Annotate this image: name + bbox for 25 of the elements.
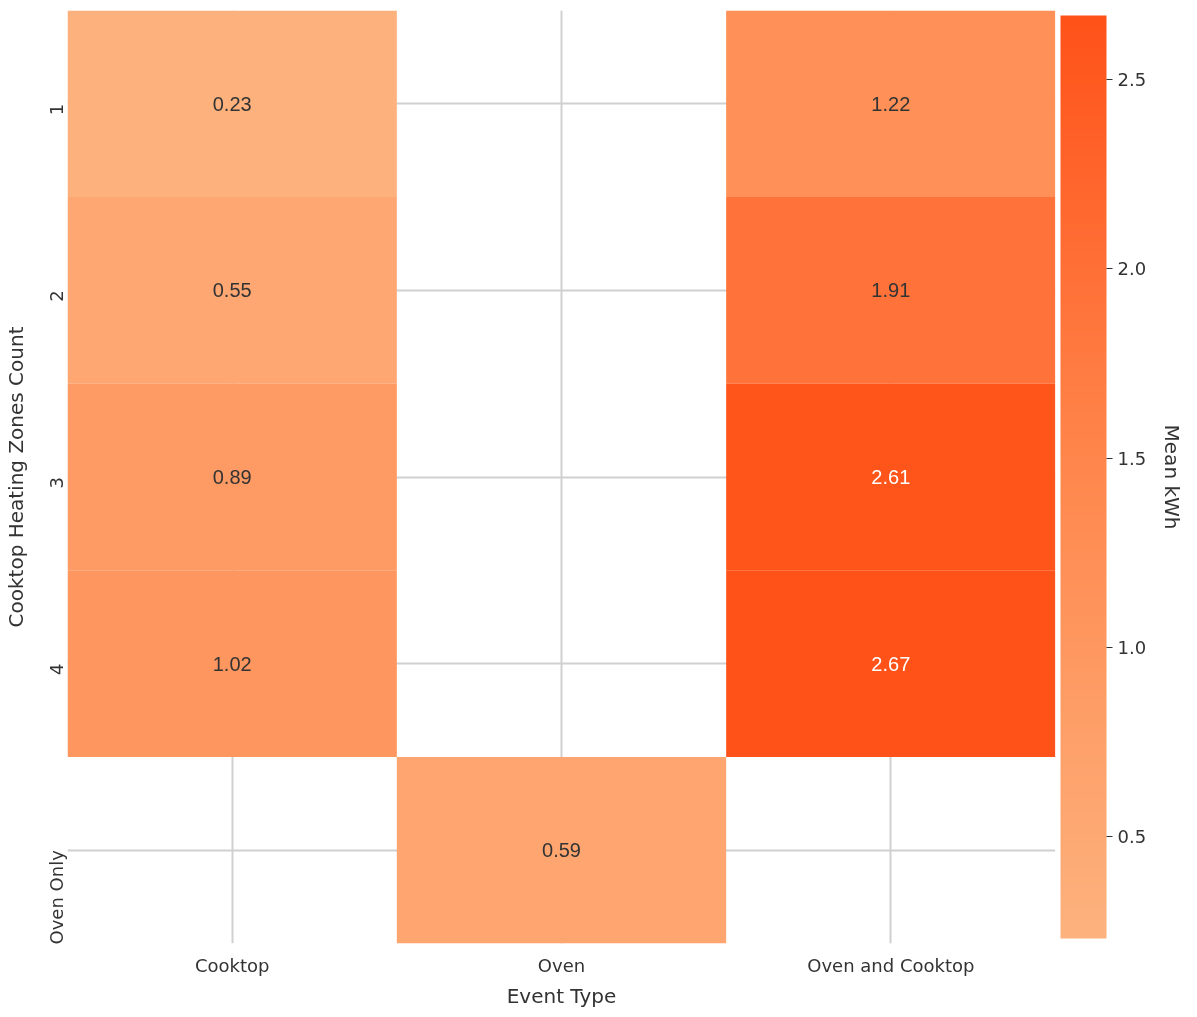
y-tick-label: 2 bbox=[46, 290, 67, 302]
data-label: 0.23 bbox=[212, 92, 252, 115]
data-label: 0.89 bbox=[212, 466, 252, 488]
color-bar-label: 2.0 bbox=[1117, 258, 1147, 280]
data-label: 2.61 bbox=[871, 466, 911, 488]
y-tick-label: Oven Only bbox=[46, 849, 67, 945]
x-tick-label: Oven and Cooktop bbox=[807, 954, 975, 976]
data-label: 2.67 bbox=[871, 652, 911, 675]
x-tick-label: Cooktop bbox=[194, 954, 270, 976]
x-axis-title: Event Type bbox=[506, 983, 617, 1008]
color-bar-label: 1.5 bbox=[1117, 447, 1147, 469]
data-label: 0.59 bbox=[542, 839, 581, 862]
data-label: 1.91 bbox=[871, 279, 911, 302]
y-tick-label: 4 bbox=[46, 663, 67, 676]
y-tick-label: 3 bbox=[46, 477, 67, 489]
x-tick-label: Oven bbox=[537, 954, 586, 976]
y-axis-title: Cooktop Heating Zones Count bbox=[3, 326, 28, 628]
color-bar-label: 2.5 bbox=[1117, 69, 1147, 91]
data-label: 1.22 bbox=[871, 92, 911, 115]
color-bar-label: 1.0 bbox=[1117, 636, 1147, 658]
y-tick-label: 1 bbox=[46, 103, 67, 116]
data-label: 1.02 bbox=[212, 652, 252, 675]
data-label: 0.55 bbox=[212, 279, 252, 302]
color-bar-label: 0.5 bbox=[1117, 825, 1147, 847]
color-bar-title: Mean kWh bbox=[1159, 424, 1184, 530]
